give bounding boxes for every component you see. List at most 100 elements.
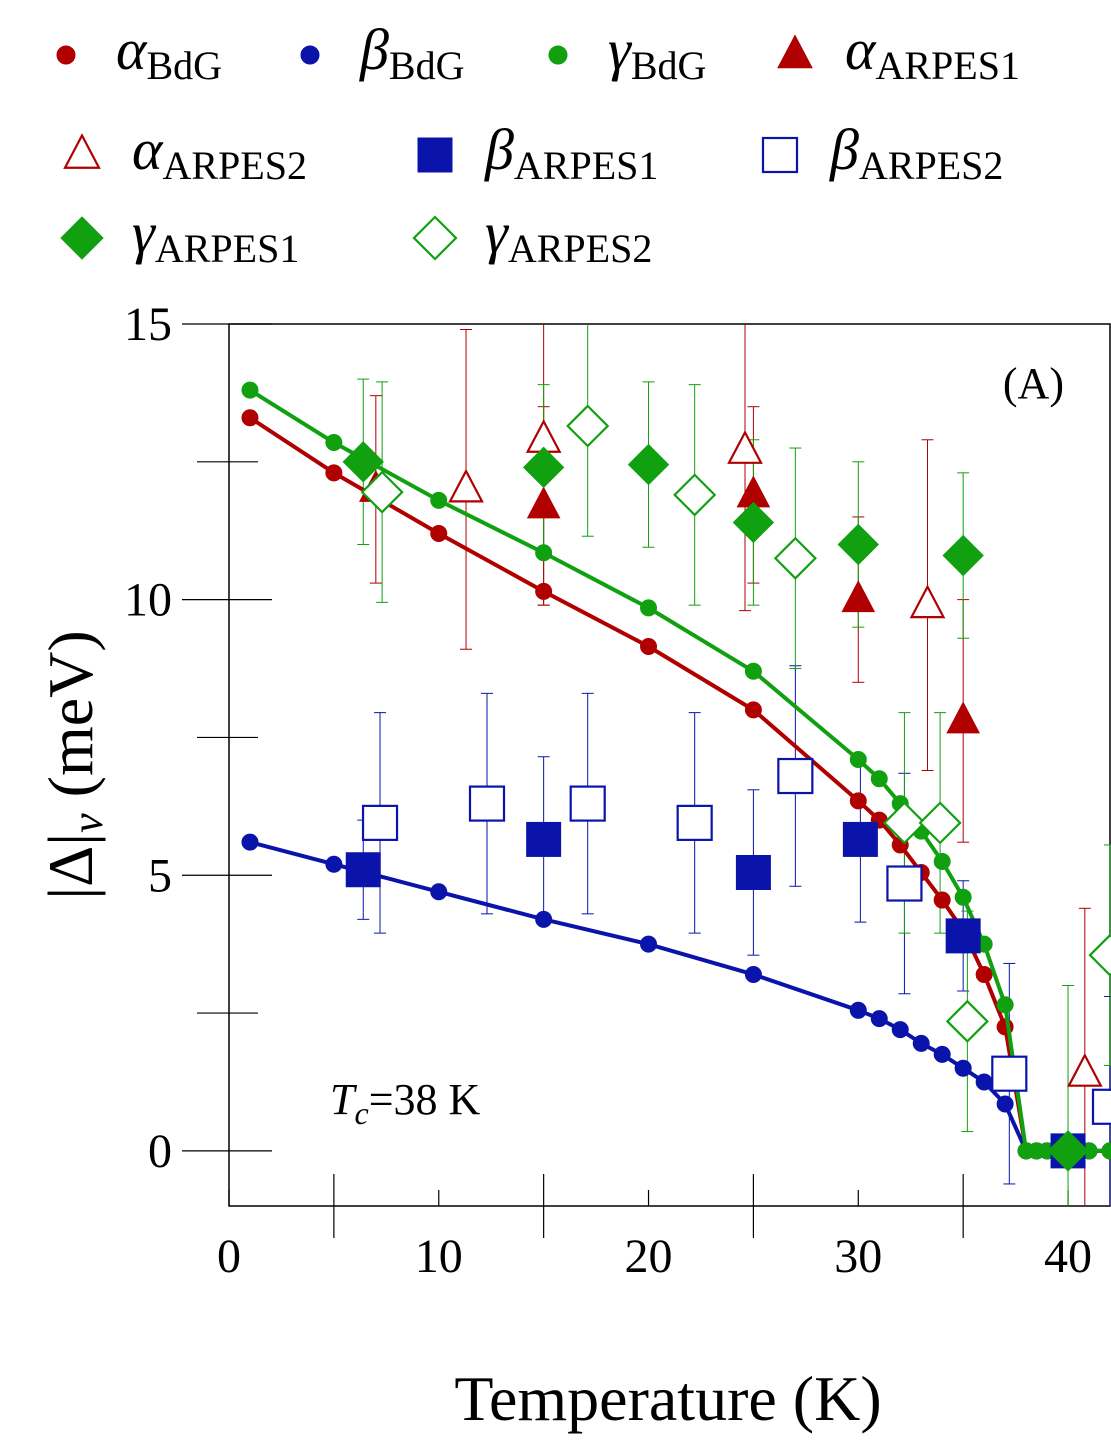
legend-greek-gamma_BdG: γ: [608, 17, 633, 82]
legend-label-gamma_ARPES2: γARPES2: [485, 200, 652, 271]
gamma_ARPES2-point: [566, 404, 610, 448]
beta_BdG-point: [430, 883, 448, 901]
beta_ARPES2-point: [991, 1055, 1028, 1092]
gamma_ARPES2-point: [673, 473, 717, 517]
beta_ARPES2-point: [468, 785, 506, 822]
beta_ARPES2-point: [361, 804, 399, 841]
x-axis-title: Temperature (K): [454, 1363, 881, 1434]
alpha_BdG-point: [849, 792, 867, 810]
gamma_ARPES1-point: [1047, 1130, 1089, 1172]
legend-greek-beta_ARPES1: β: [484, 117, 514, 182]
gamma_ARPES1-point: [522, 446, 565, 489]
gamma_ARPES1-point: [837, 523, 879, 566]
legend-label-beta_ARPES1: βARPES1: [484, 117, 658, 188]
gamma_ARPES2-point: [360, 470, 404, 514]
legend-marker-alpha_ARPES1: [777, 34, 813, 69]
alpha_BdG-point: [535, 582, 553, 600]
legend-marker-beta_ARPES1: [417, 137, 453, 173]
legend-label-beta_ARPES2: βARPES2: [829, 117, 1003, 188]
gamma_ARPES1-point: [342, 441, 384, 483]
alpha_BdG-point: [640, 637, 658, 655]
beta_BdG-point: [891, 1021, 909, 1039]
legend-greek-gamma_ARPES2: γ: [485, 200, 510, 265]
x-tick-label: 0: [217, 1230, 241, 1283]
alpha_BdG-point: [430, 524, 448, 542]
legend-subscript-alpha_ARPES1: ARPES1: [875, 43, 1020, 88]
gamma_BdG-point: [870, 770, 888, 788]
gamma_ARPES1-point: [942, 534, 984, 577]
gamma_ARPES2-point: [882, 801, 926, 845]
legend-label-alpha_ARPES1: αARPES1: [845, 17, 1020, 88]
legend-subscript-alpha_ARPES2: ARPES2: [162, 143, 307, 188]
legend-label-alpha_ARPES2: αARPES2: [132, 117, 307, 188]
gamma_BdG-point: [849, 750, 867, 768]
tc-value: =38 K: [369, 1075, 481, 1124]
legend-greek-beta_ARPES2: β: [829, 117, 859, 182]
x-tick-label: 30: [834, 1230, 882, 1283]
beta_BdG-point: [912, 1034, 930, 1052]
gamma_ARPES2-point: [918, 801, 962, 845]
beta_BdG-point: [241, 833, 259, 851]
y-axis-unit: (meV): [35, 630, 106, 813]
beta_BdG-point: [933, 1045, 951, 1063]
gamma_BdG-point: [954, 888, 972, 906]
legend-marker-alpha_ARPES2: [63, 133, 101, 169]
beta_ARPES1-point: [735, 854, 771, 890]
legend-subscript-gamma_ARPES1: ARPES1: [155, 226, 300, 271]
legend-subscript-beta_ARPES1: ARPES1: [514, 143, 659, 188]
gamma_ARPES2-point: [773, 536, 817, 580]
legend-marker-alpha_BdG: [56, 45, 76, 65]
beta_BdG-point: [535, 910, 553, 928]
x-tick-label: 10: [415, 1230, 463, 1283]
panel-label: (A): [1003, 359, 1064, 408]
alpha_BdG-point: [325, 464, 343, 482]
legend-subscript-alpha_BdG: BdG: [146, 43, 222, 88]
gamma_BdG-point: [241, 381, 259, 399]
tc-subscript: c: [354, 1095, 368, 1131]
beta_ARPES2-point: [777, 757, 814, 795]
beta_ARPES2-point: [676, 804, 713, 841]
alpha_BdG-point: [744, 701, 762, 719]
beta_BdG-point: [870, 1010, 888, 1028]
gamma_BdG-point: [325, 434, 343, 452]
beta_ARPES1-point: [526, 821, 562, 857]
axes: 0 10 20 30 40 0 5 10 15: [124, 298, 1092, 1283]
alpha_ARPES2-point: [727, 430, 763, 464]
alpha_BdG-line: [248, 416, 1110, 1153]
y-tick-label: 15: [124, 298, 172, 351]
legend-greek-alpha_ARPES1: α: [845, 17, 877, 82]
alpha_BdG-point: [975, 965, 993, 983]
tc-symbol: T: [330, 1075, 358, 1124]
alpha_ARPES2-point: [448, 468, 484, 503]
legend-subscript-beta_BdG: BdG: [389, 43, 465, 88]
alpha_ARPES1-point: [526, 486, 561, 519]
beta_BdG-point: [849, 1001, 867, 1019]
alpha_ARPES1-point: [841, 580, 876, 613]
legend-greek-gamma_ARPES1: γ: [132, 200, 157, 265]
legend-greek-beta_BdG: β: [359, 17, 389, 82]
gamma_BdG-point: [933, 852, 951, 870]
beta_BdG-point: [325, 855, 343, 873]
legend-greek-alpha_ARPES2: α: [132, 117, 164, 182]
gamma_BdG-point: [1101, 1142, 1111, 1160]
y-tick-label: 5: [148, 849, 172, 902]
gamma_BdG-point: [996, 996, 1014, 1014]
beta_BdG-point: [996, 1095, 1014, 1113]
legend-label-alpha_BdG: αBdG: [116, 17, 222, 88]
legend-subscript-gamma_ARPES2: ARPES2: [508, 226, 653, 271]
gamma_BdG-point: [430, 491, 448, 509]
beta_BdG-point: [640, 935, 658, 953]
beta_ARPES1-point: [345, 852, 381, 888]
legend-label-gamma_BdG: γBdG: [608, 17, 706, 88]
legend-marker-gamma_BdG: [548, 45, 568, 65]
legend-marker-gamma_ARPES2: [412, 215, 458, 261]
legend-subscript-gamma_BdG: BdG: [631, 43, 707, 88]
beta_BdG-point: [744, 965, 762, 983]
gamma_ARPES2-point: [945, 999, 989, 1043]
alpha_ARPES2-point: [909, 584, 946, 619]
legend-subscript-beta_ARPES2: ARPES2: [859, 143, 1004, 188]
y-axis-title: |Δ|ν (meV): [35, 630, 112, 899]
gamma_ARPES1-point: [627, 443, 670, 486]
gamma_ARPES1-point: [732, 501, 775, 544]
